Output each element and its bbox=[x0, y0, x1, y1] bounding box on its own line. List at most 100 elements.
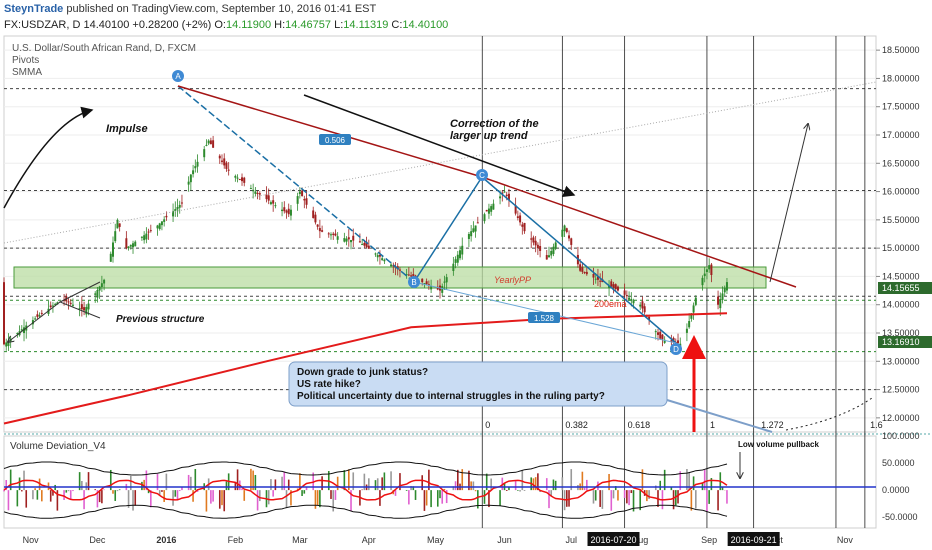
volume-bar bbox=[514, 481, 517, 491]
volume-bar bbox=[654, 485, 657, 491]
volume-bar bbox=[499, 490, 501, 507]
author-link[interactable]: SteynTrade bbox=[4, 3, 64, 15]
volume-bar bbox=[109, 469, 112, 491]
volume-bar bbox=[112, 490, 114, 494]
open-label: O: bbox=[214, 19, 226, 31]
volume-bar bbox=[410, 485, 412, 491]
candle-body bbox=[659, 331, 662, 339]
volume-bar bbox=[281, 476, 283, 491]
candle-body bbox=[545, 255, 548, 260]
candle-body bbox=[69, 302, 72, 304]
candle-body bbox=[492, 203, 495, 210]
volume-bar bbox=[41, 490, 43, 502]
volume-bar bbox=[688, 472, 690, 491]
candle-body bbox=[54, 303, 57, 305]
candle-body bbox=[581, 267, 584, 272]
candle-body bbox=[390, 264, 393, 267]
candle-body bbox=[596, 276, 599, 280]
y-tick-label: 14.50000 bbox=[882, 271, 920, 281]
volume-bar bbox=[363, 473, 366, 491]
open-value: 14.11900 bbox=[226, 19, 272, 31]
high-value: 14.46757 bbox=[285, 19, 332, 31]
volume-bar bbox=[505, 490, 508, 492]
candle-body bbox=[708, 265, 711, 270]
volume-bar bbox=[299, 473, 301, 491]
x-tick-label: Nov bbox=[23, 535, 40, 545]
candle-body bbox=[192, 170, 195, 175]
volume-bar bbox=[134, 490, 137, 506]
point-c-marker bbox=[476, 169, 488, 181]
candle-body bbox=[568, 235, 571, 239]
x-tick-label: Nov bbox=[837, 535, 854, 545]
candle-body bbox=[194, 166, 197, 169]
candle-body bbox=[205, 144, 208, 146]
fib-time-label: 1.6 bbox=[870, 420, 883, 430]
volume-bar bbox=[677, 490, 679, 504]
candle-body bbox=[472, 228, 475, 233]
candle-body bbox=[274, 205, 277, 207]
candle-body bbox=[563, 225, 566, 232]
volume-bar bbox=[36, 490, 39, 500]
y-tick-label: 16.50000 bbox=[882, 158, 920, 168]
candle-body bbox=[332, 233, 335, 235]
candle-body bbox=[639, 304, 642, 307]
candle-body bbox=[725, 282, 728, 291]
volume-bar bbox=[118, 489, 121, 491]
price-axis[interactable]: 18.50000 18.00000 17.50000 17.00000 16.50000… bbox=[876, 45, 920, 423]
volume-bar bbox=[256, 490, 259, 511]
candle-body bbox=[657, 332, 659, 335]
candle-body bbox=[3, 282, 5, 345]
candle-body bbox=[132, 243, 135, 248]
candle-body bbox=[301, 190, 304, 196]
y-tick-label: 14.00000 bbox=[882, 300, 920, 310]
candle-body bbox=[94, 293, 97, 295]
legend-smma[interactable]: SMMA bbox=[12, 67, 42, 78]
volume-bar bbox=[221, 490, 223, 506]
legend-pivots[interactable]: Pivots bbox=[12, 55, 39, 66]
volume-bar bbox=[361, 489, 363, 491]
volume-bar bbox=[695, 490, 697, 509]
volume-bar bbox=[670, 487, 673, 491]
candle-body bbox=[225, 162, 228, 169]
candle-body bbox=[583, 272, 586, 274]
candle-body bbox=[140, 236, 143, 238]
x-tick-label: Dec bbox=[89, 535, 106, 545]
volume-bar bbox=[565, 490, 568, 507]
volume-bar bbox=[394, 490, 397, 496]
candle-body bbox=[430, 286, 433, 290]
time-axis[interactable]: NovDec2016FebMarAprMayJunJulAugSepOctNov… bbox=[23, 532, 854, 546]
candle-body bbox=[550, 250, 553, 256]
wave-a-b bbox=[177, 85, 415, 283]
volume-bar bbox=[270, 479, 272, 491]
x-highlight-box bbox=[587, 532, 640, 546]
candle-body bbox=[330, 234, 332, 236]
candle-body bbox=[536, 244, 539, 249]
volume-axis[interactable]: 100.0000 50.0000 0.0000 -50.0000 bbox=[882, 431, 920, 522]
fib-bd-label: 1.528 bbox=[534, 314, 555, 323]
volume-bar bbox=[132, 490, 134, 511]
volume-bar bbox=[34, 488, 36, 491]
candle-body bbox=[109, 253, 112, 262]
volume-bar bbox=[430, 490, 432, 508]
volume-bar bbox=[85, 482, 88, 491]
volume-bar bbox=[287, 479, 290, 491]
candle-body bbox=[630, 299, 633, 301]
volume-bar bbox=[143, 479, 145, 491]
volume-bar bbox=[49, 490, 52, 502]
volume-bar bbox=[483, 490, 486, 504]
volume-bar bbox=[283, 471, 286, 491]
volume-bar bbox=[350, 490, 352, 511]
candle-body bbox=[648, 316, 651, 320]
candle-body bbox=[254, 191, 257, 194]
candle-body bbox=[641, 301, 644, 309]
x-highlight-box bbox=[727, 532, 780, 546]
volume-bar bbox=[423, 490, 426, 511]
volume-bar bbox=[439, 490, 441, 499]
volume-bar bbox=[343, 470, 346, 491]
wave-c-d bbox=[481, 176, 677, 344]
candle-body bbox=[443, 281, 446, 283]
candle-body bbox=[548, 255, 550, 258]
x-tick-label: Feb bbox=[228, 535, 244, 545]
volume-bar bbox=[374, 480, 377, 491]
